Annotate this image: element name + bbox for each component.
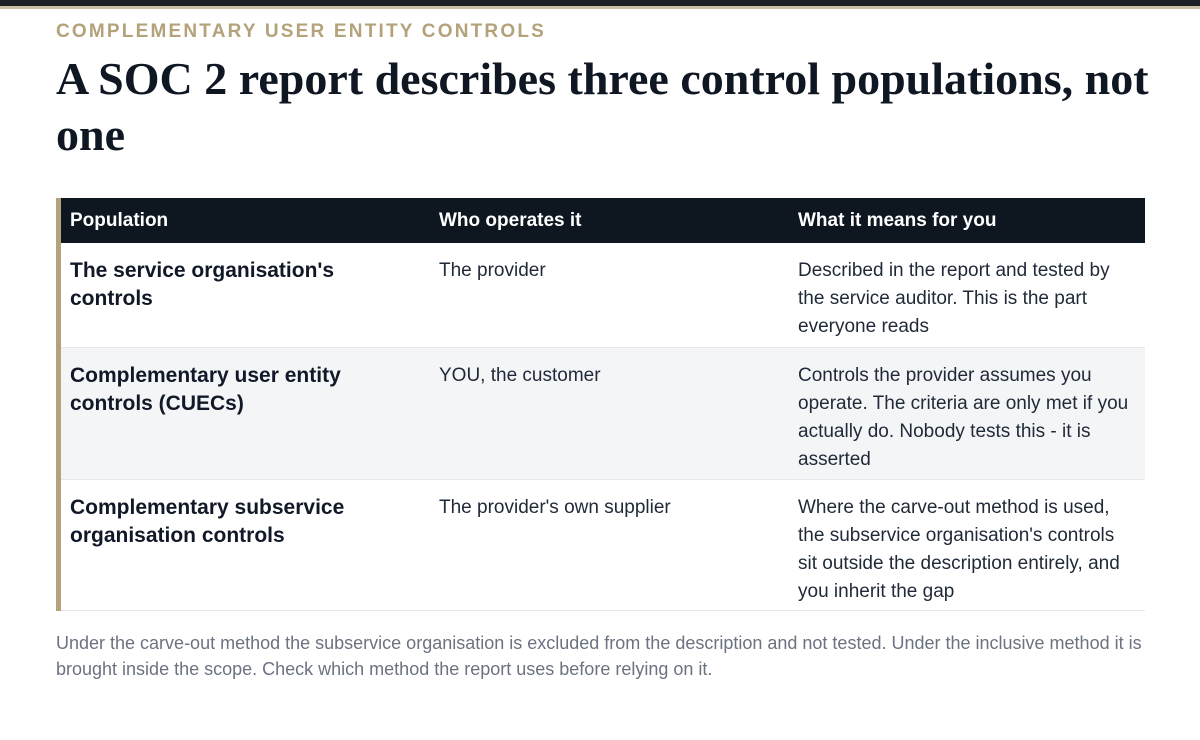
eyebrow-label: COMPLEMENTARY USER ENTITY CONTROLS bbox=[56, 21, 547, 42]
population-cell: Complementary user entity controls (CUEC… bbox=[70, 363, 341, 415]
meaning-cell: Controls the provider assumes you operat… bbox=[798, 364, 1129, 470]
table-row: The service organisation's controls The … bbox=[61, 243, 1145, 347]
column-header-population: Population bbox=[70, 209, 169, 231]
footnote: Under the carve-out method the subservic… bbox=[56, 633, 1142, 679]
operator-cell: YOU, the customer bbox=[439, 364, 601, 386]
table-row: Complementary user entity controls (CUEC… bbox=[61, 347, 1145, 479]
table-header-row: Population Who operates it What it means… bbox=[61, 198, 1145, 243]
meaning-cell: Described in the report and tested by th… bbox=[798, 260, 1110, 337]
page-title: A SOC 2 report describes three control p… bbox=[56, 53, 1149, 160]
operator-cell: The provider bbox=[439, 260, 546, 281]
control-populations-table-wrapper: Population Who operates it What it means… bbox=[56, 198, 1145, 611]
control-populations-table: Population Who operates it What it means… bbox=[61, 198, 1145, 611]
population-cell: Complementary subservice organisation co… bbox=[70, 495, 345, 547]
meaning-cell: Where the carve-out method is used, the … bbox=[798, 496, 1120, 602]
population-cell: The service organisation's controls bbox=[70, 259, 335, 310]
column-header-what-it-means: What it means for you bbox=[798, 209, 997, 231]
top-rule-accent bbox=[0, 6, 1200, 9]
top-rule bbox=[0, 0, 1200, 6]
table-row: Complementary subservice organisation co… bbox=[61, 479, 1145, 610]
operator-cell: The provider's own supplier bbox=[439, 496, 671, 518]
column-header-who-operates: Who operates it bbox=[439, 209, 582, 231]
